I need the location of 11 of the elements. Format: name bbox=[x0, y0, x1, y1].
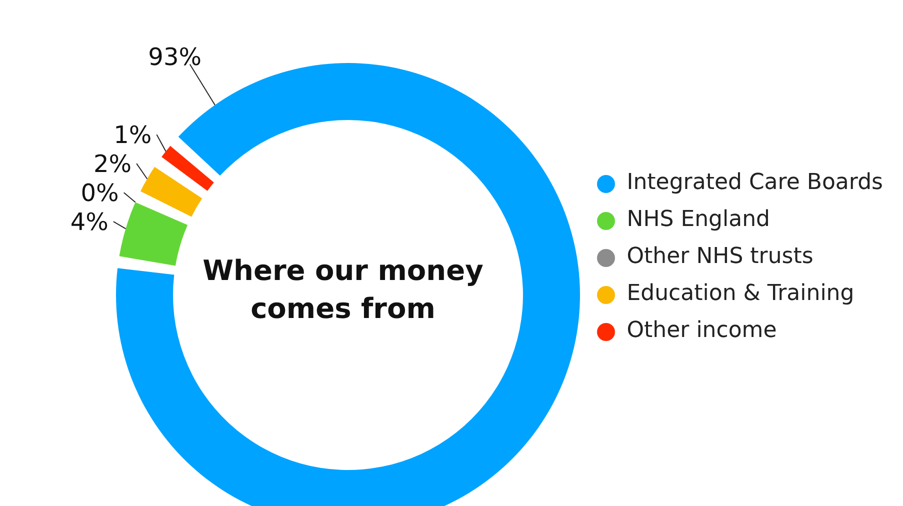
legend-label: Integrated Care Boards bbox=[626, 170, 883, 194]
legend-label: Education & Training bbox=[626, 280, 854, 306]
data-label: 93% bbox=[148, 42, 202, 71]
legend-label: NHS England bbox=[626, 206, 770, 232]
text: Where our money comes from bbox=[202, 253, 484, 327]
legend-label: Other income bbox=[626, 318, 777, 342]
data-label: 2% bbox=[94, 150, 132, 178]
legend-label: Other NHS trusts bbox=[626, 244, 814, 268]
data-label: 4% bbox=[70, 208, 108, 236]
data-label: 1% bbox=[114, 121, 152, 150]
text: 0% bbox=[80, 179, 119, 208]
